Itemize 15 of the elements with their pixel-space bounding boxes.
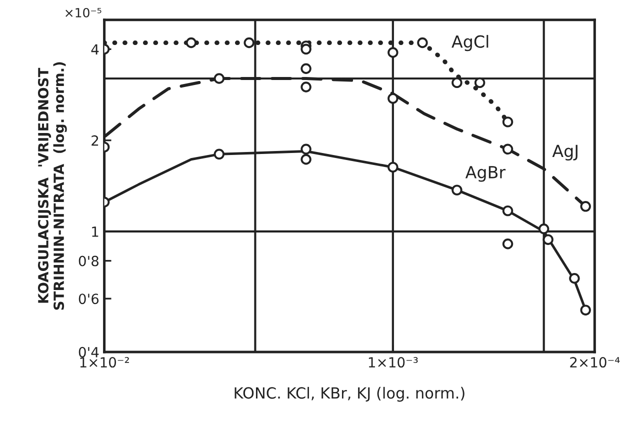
x-tick-label: 1×10⁻³	[368, 357, 418, 368]
annotation: AgJ	[552, 144, 578, 161]
x-tick-label: 2×10⁻⁴	[570, 357, 620, 368]
text: ×10⁻⁵	[66, 8, 102, 18]
x-axis-title: KONC. KCl, KBr, KJ (log. norm.)	[234, 386, 464, 402]
y-tick-label: 0'8	[78, 256, 98, 266]
y-tick-label: 0'6	[78, 294, 99, 304]
y-tick-label: 0'4	[78, 346, 99, 358]
annotation: AgCl	[452, 34, 488, 52]
y-tick-label: 1	[92, 226, 98, 237]
annotation: AgBr	[465, 166, 506, 182]
x-tick-label: 1×10⁻²	[80, 357, 129, 368]
y-tick-label: 2	[92, 135, 98, 146]
y-tick-label: 4	[91, 44, 99, 54]
y-axis-title: KOAGULACIJSKA 'VRIJEDNOST STRIHNIN-NITRATA (log. norm.)	[38, 62, 67, 310]
